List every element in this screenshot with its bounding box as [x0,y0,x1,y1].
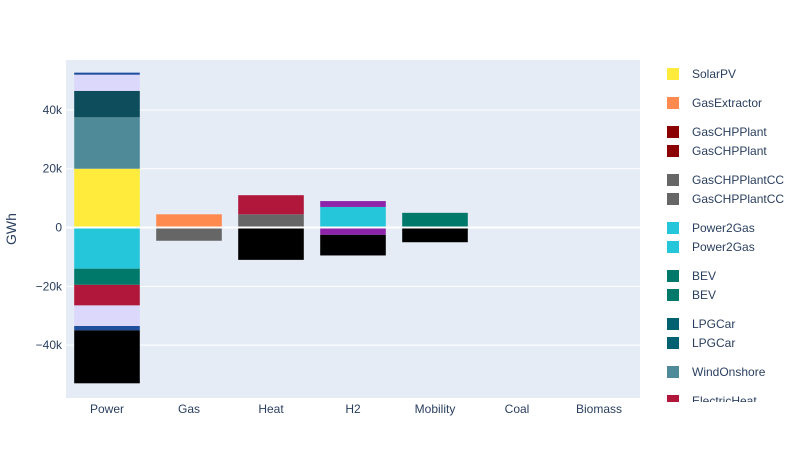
legend-label: BEV [692,269,716,283]
legend-swatch [667,270,679,282]
y-tick-label: 0 [55,221,62,235]
legend-label: GasCHPPlantCC [692,192,784,206]
y-tick-label: −40k [36,338,63,352]
legend-label: BEV [692,288,716,302]
bar-power-bev [74,268,140,285]
legend-label: GasCHPPlant [692,125,767,139]
legend-swatch [667,145,679,157]
legend-label: LPGCar [692,317,735,331]
legend-swatch [667,337,679,349]
legend-label: GasCHPPlant [692,144,767,158]
legend-swatch [667,241,679,253]
bars [74,72,632,384]
legend-swatch [667,395,679,402]
bar-power-power2gas [74,227,140,269]
bar-mobility-bev [402,212,468,228]
legend-label: LPGCar [692,336,735,350]
bar-gas-gasextractor [156,214,222,228]
y-tick-label: 20k [43,162,63,176]
y-gridlines [66,109,640,346]
bar-power-series-22 [74,330,140,384]
x-tick-label: Mobility [415,402,456,416]
legend-swatch [667,174,679,186]
bar-power-series-17 [74,90,140,118]
bar-power-windonshore [74,117,140,169]
legend-swatch [667,289,679,301]
bar-power-series-18 [74,74,140,91]
bar-h2-series-16 [320,227,386,235]
bar-power-series-20 [74,72,140,75]
legend: SolarPV GasExtractor GasCHPPlant GasCHPPlan… [667,67,784,408]
legend-swatch [667,222,679,234]
bar-h2-series-15 [320,201,386,207]
x-tick-label: Power [90,402,124,416]
x-tick-label: Heat [258,402,284,416]
bar-mobility-series-22 [402,227,468,243]
legend-label: SolarPV [692,67,736,81]
legend-swatch [667,366,679,378]
legend-swatch [667,97,679,109]
bar-h2-power2gas [320,206,386,228]
y-tick-label: −20k [36,279,63,293]
bar-power-series-21 [74,325,140,331]
x-tick-label: Gas [178,402,200,416]
x-tick-label: H2 [345,402,361,416]
bar-gas-gaschpplantcc [156,227,222,241]
x-tick-labels: Power Gas Heat H2 Mobility Coal Biomass [90,402,622,416]
legend-swatch [667,68,679,80]
bar-heat-series-22 [238,227,304,260]
x-tick-label: Coal [505,402,530,416]
y-tick-label: 40k [43,103,63,117]
bar-h2-series-22 [320,234,386,256]
legend-swatch [667,193,679,205]
legend-label: WindOnshore [692,365,766,379]
legend-label: Power2Gas [692,221,755,235]
legend-swatch [667,126,679,138]
y-tick-labels: 40k 20k 0 −20k −40k [36,103,63,352]
bar-power-series-19 [74,305,140,326]
bar-heat-gaschpplantcc [238,214,304,228]
legend-label: ElectricHeat [692,394,757,408]
y-axis-title: GWh [3,213,19,245]
bar-power-solarpv [74,168,140,228]
legend-swatch [667,318,679,330]
legend-label: Power2Gas [692,240,755,254]
bar-power-series-14 [74,284,140,306]
bar-heat-series-13 [238,195,304,215]
legend-items: SolarPV GasExtractor GasCHPPlant GasCHPPlan… [667,67,784,408]
legend-label: GasCHPPlantCC [692,173,784,187]
legend-label: GasExtractor [692,96,762,110]
x-tick-label: Biomass [576,402,622,416]
